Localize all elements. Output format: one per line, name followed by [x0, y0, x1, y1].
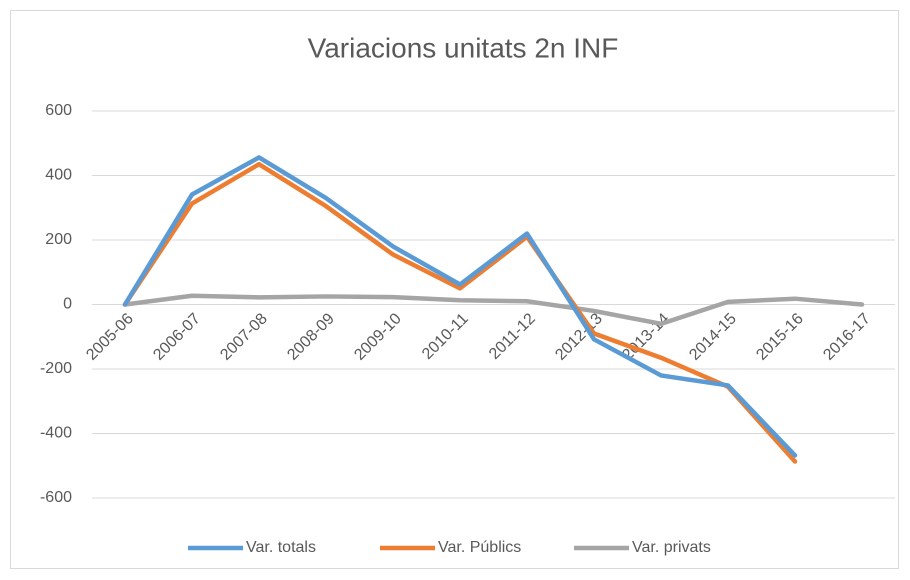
legend-label: Var. privats: [632, 539, 711, 556]
series-line: [122, 161, 798, 464]
y-tick-label: 400: [45, 167, 72, 184]
y-tick-label: -200: [40, 360, 72, 377]
series-line: [122, 293, 865, 327]
y-tick-label: 200: [45, 231, 72, 248]
series-line: [122, 155, 798, 458]
legend-label: Var. totals: [246, 539, 316, 556]
y-tick-label: -600: [40, 489, 72, 506]
y-tick-label: 0: [63, 296, 72, 313]
chart-title: Variacions unitats 2n INF: [308, 32, 619, 63]
legend-label: Var. Públics: [438, 539, 521, 556]
y-tick-label: 600: [45, 102, 72, 119]
y-tick-label: -400: [40, 425, 72, 442]
chart-frame: [10, 10, 899, 569]
